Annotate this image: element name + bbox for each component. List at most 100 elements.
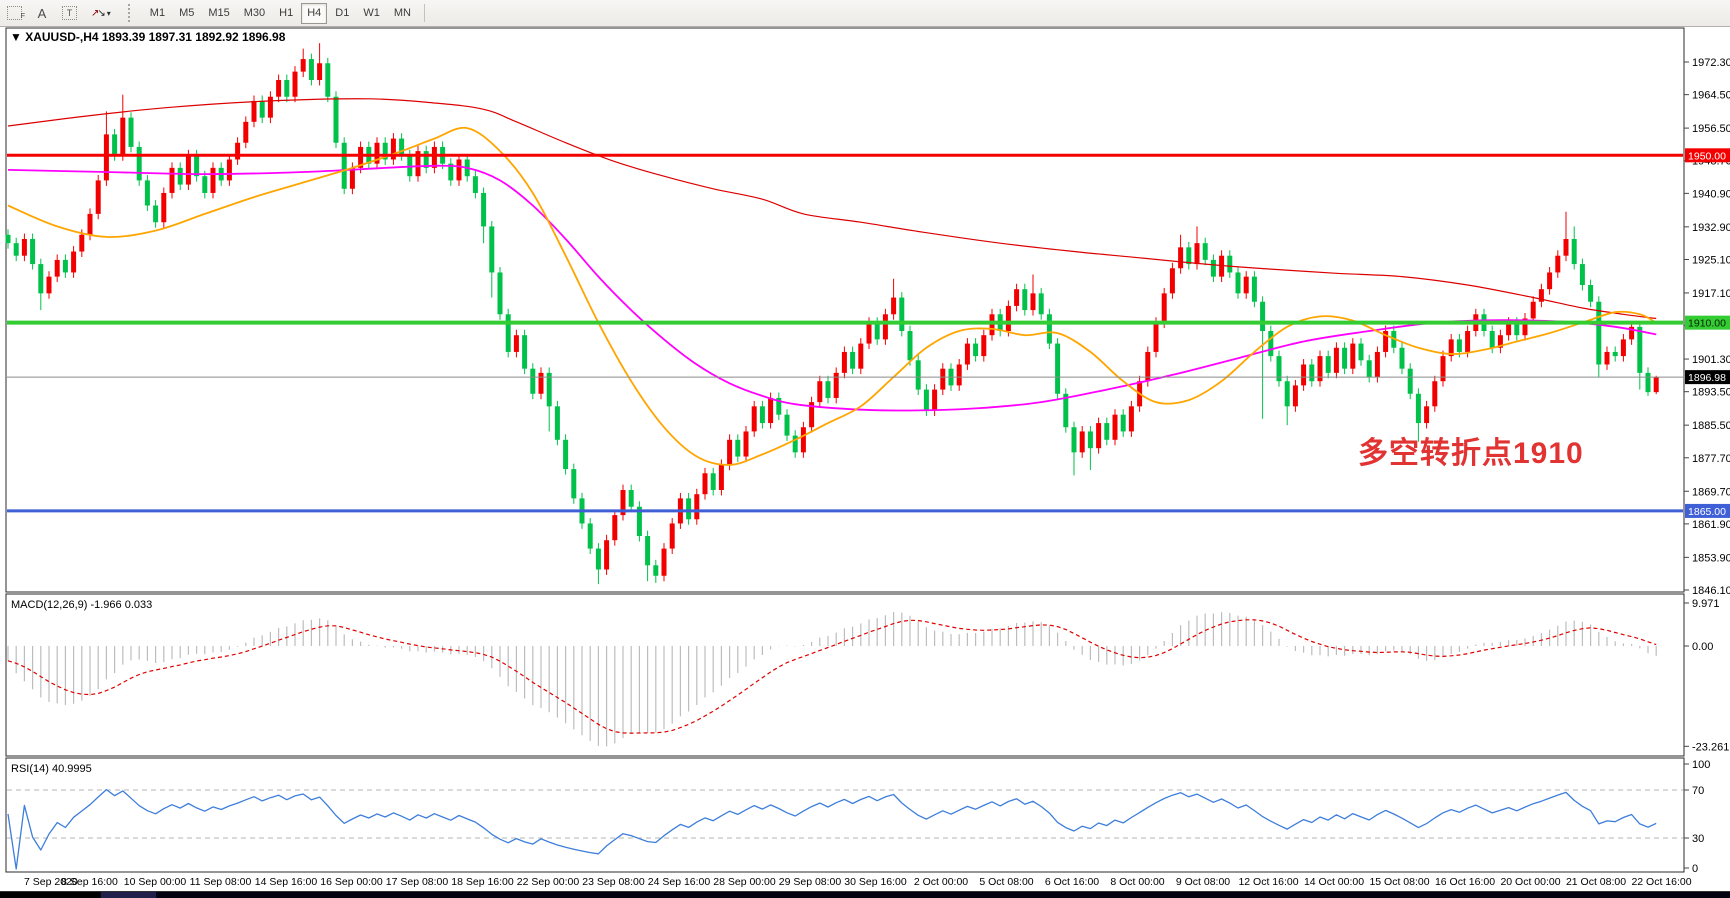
text-box-icon: T [62, 6, 77, 20]
timeframe-m1-button[interactable]: M1 [144, 3, 171, 24]
candle-body [1309, 364, 1315, 382]
candle-body [161, 192, 167, 223]
candle-body [1612, 351, 1618, 357]
candle-body [833, 372, 839, 398]
taskbar-segment[interactable] [0, 892, 100, 898]
candle-body [54, 259, 60, 277]
date-label: 17 Sep 08:00 [386, 876, 449, 888]
price-tick-label: 1893.50 [1692, 387, 1730, 399]
candle-body [1620, 339, 1626, 357]
candle-body [940, 368, 946, 390]
date-label: 9 Oct 08:00 [1176, 876, 1230, 888]
candle-body [792, 435, 798, 453]
candle-body [530, 368, 536, 394]
candle-body [1555, 255, 1561, 273]
candle-body [1465, 331, 1471, 352]
candle-body [1514, 322, 1520, 336]
candle-body [276, 79, 282, 97]
timeframe-d1-button[interactable]: D1 [329, 3, 355, 24]
candle-body [923, 389, 929, 411]
toolbar-grip[interactable] [127, 4, 137, 22]
candle-body [1432, 381, 1438, 407]
date-label: 12 Oct 16:00 [1238, 876, 1298, 888]
candle-body [686, 498, 692, 520]
candle-body [956, 364, 962, 386]
candle-body [932, 389, 938, 411]
candle-body [981, 335, 987, 357]
candle-body [727, 439, 733, 465]
candle-body [1194, 243, 1200, 265]
candle-body [899, 297, 905, 332]
chart-annotation: 多空转折点1910 [1358, 437, 1584, 470]
candle-body [1104, 423, 1110, 440]
candle-body [292, 71, 298, 97]
candle-body [423, 151, 429, 168]
rsi-line [7, 788, 1657, 870]
candle-body [1169, 268, 1175, 294]
candle-body [399, 138, 405, 156]
candle-body [1342, 347, 1348, 369]
date-label: 22 Sep 00:00 [517, 876, 580, 888]
candle-body [718, 464, 724, 491]
text-box-button[interactable]: T [56, 3, 83, 24]
date-label: 2 Oct 00:00 [914, 876, 968, 888]
candle-body [694, 494, 700, 520]
text-label-button[interactable]: A [30, 3, 54, 24]
rsi-level-label: 70 [1692, 785, 1704, 797]
timeframe-w1-button[interactable]: W1 [357, 3, 386, 24]
candle-body [1440, 356, 1446, 382]
timeframe-m15-button[interactable]: M15 [202, 3, 235, 24]
candle-body [390, 138, 396, 160]
candle-body [169, 167, 175, 193]
candle-body [1292, 385, 1298, 407]
rsi-pane-canvas[interactable] [5, 757, 1685, 873]
candle-body [1079, 431, 1085, 453]
macd-pane-canvas[interactable] [5, 593, 1685, 757]
candle-body [284, 79, 290, 97]
toolbar: F A T ↗↘ ▾ M1 M5 M15 M30 H1 H4 D1 W1 MN [0, 0, 1730, 27]
candle-body [497, 272, 503, 315]
candle-body [1399, 347, 1405, 369]
date-label: 8 Sep 16:00 [61, 876, 118, 888]
taskbar-strip[interactable] [0, 891, 1730, 898]
candle-body [1489, 331, 1495, 348]
rsi-label: RSI(14) 40.9995 [11, 763, 92, 775]
candle-body [571, 469, 577, 499]
candle-body [1260, 301, 1266, 332]
timeframe-h4-button[interactable]: H4 [301, 2, 328, 24]
date-label: 10 Sep 00:00 [124, 876, 187, 888]
candle-body [202, 176, 208, 193]
date-label: 6 Oct 16:00 [1045, 876, 1099, 888]
taskbar-segment[interactable] [101, 892, 156, 898]
timeframe-m5-button[interactable]: M5 [173, 3, 200, 24]
candle-body [358, 146, 364, 168]
candle-body [374, 142, 380, 164]
candle-body [710, 473, 716, 491]
price-pane-canvas[interactable] [5, 27, 1685, 593]
indicator-frame-button[interactable]: F [1, 3, 28, 24]
candle-body [973, 343, 979, 357]
timeframe-h1-button[interactable]: H1 [273, 3, 299, 24]
candle-body [1325, 356, 1331, 373]
arrow-objects-button[interactable]: ↗↘ ▾ [85, 3, 117, 24]
candle-body [120, 117, 126, 156]
date-label: 24 Sep 16:00 [648, 876, 711, 888]
candle-body [1063, 393, 1069, 428]
date-label: 14 Oct 00:00 [1304, 876, 1364, 888]
rsi-level-label: 0 [1692, 863, 1698, 875]
candle-body [1629, 326, 1635, 340]
text-label-icon: A [37, 5, 47, 21]
date-label: 11 Sep 08:00 [190, 876, 252, 888]
candle-body [882, 314, 888, 340]
candle-body [653, 565, 659, 576]
timeframe-mn-button[interactable]: MN [388, 3, 417, 24]
candle-body [866, 322, 872, 344]
candle-body [136, 146, 142, 181]
taskbar-segment[interactable] [158, 892, 1730, 898]
candle-body [1120, 414, 1126, 432]
candle-body [858, 343, 864, 369]
timeframe-m30-button[interactable]: M30 [238, 3, 271, 24]
date-label: 22 Oct 16:00 [1631, 876, 1691, 888]
